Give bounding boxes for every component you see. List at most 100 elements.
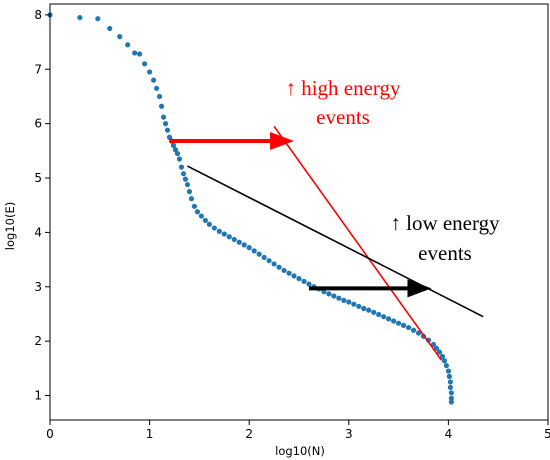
data-point <box>433 345 440 351</box>
data-point <box>176 156 183 162</box>
y-tick-label: 1 <box>34 389 42 403</box>
data-point <box>182 176 189 182</box>
data-point <box>170 142 177 148</box>
y-axis-ticks: 1 2 3 4 5 6 7 8 <box>34 8 50 403</box>
data-point <box>376 311 382 318</box>
data-point <box>361 305 367 312</box>
data-point <box>186 189 193 195</box>
data-point <box>381 314 387 320</box>
data-point <box>439 353 446 359</box>
data-point <box>184 181 191 188</box>
data-point <box>164 127 171 133</box>
data-point <box>241 242 247 248</box>
data-point <box>346 299 352 305</box>
data-point <box>160 114 167 120</box>
data-point <box>405 324 412 331</box>
data-point <box>306 281 312 287</box>
data-point <box>430 341 437 348</box>
y-tick-label: 6 <box>34 117 42 131</box>
data-point <box>150 77 157 83</box>
annotation-high-energy: ↑ high energy <box>285 76 401 100</box>
data-point <box>448 399 454 405</box>
data-point <box>448 395 454 401</box>
data-point <box>246 245 252 251</box>
data-point <box>117 34 123 40</box>
data-point <box>410 327 417 333</box>
data-point <box>211 225 217 231</box>
y-tick-label: 7 <box>34 62 42 76</box>
data-point <box>286 270 292 276</box>
x-tick-label: 0 <box>46 427 54 441</box>
data-point <box>194 209 201 215</box>
data-point <box>231 236 237 243</box>
data-point <box>366 307 372 313</box>
data-point <box>216 228 222 234</box>
data-point <box>448 390 454 396</box>
data-point <box>400 322 407 328</box>
data-point <box>266 258 272 264</box>
data-point <box>443 363 450 369</box>
data-point <box>436 349 443 355</box>
data-point <box>356 303 362 309</box>
data-point <box>198 213 204 219</box>
data-point <box>326 291 332 297</box>
x-axis-ticks: 0 1 2 3 4 5 <box>46 420 550 441</box>
data-point <box>371 309 377 315</box>
red-fit-line <box>273 125 443 361</box>
overlay-lines <box>169 125 484 361</box>
data-point <box>153 85 160 91</box>
y-tick-label: 3 <box>34 280 42 294</box>
data-point <box>166 134 173 140</box>
data-point <box>396 320 402 326</box>
data-point <box>226 234 232 240</box>
y-tick-label: 2 <box>34 334 42 348</box>
data-point <box>125 42 131 48</box>
x-axis-label: log10(N) <box>275 444 325 458</box>
data-point <box>391 318 397 324</box>
data-point <box>107 25 113 32</box>
data-point <box>296 276 302 282</box>
data-point <box>336 295 342 301</box>
y-tick-label: 8 <box>34 8 42 22</box>
plot-frame <box>49 3 549 421</box>
data-point <box>351 301 357 307</box>
data-point <box>256 251 262 257</box>
data-point <box>191 203 198 209</box>
data-point <box>415 330 422 336</box>
x-tick-label: 3 <box>345 427 353 441</box>
data-point <box>236 239 242 245</box>
data-point <box>276 264 282 270</box>
x-tick-label: 1 <box>146 427 154 441</box>
data-point <box>301 278 307 284</box>
data-point <box>447 379 453 385</box>
red-arrow-head <box>270 132 295 151</box>
data-point <box>137 51 143 57</box>
data-point <box>158 103 165 109</box>
data-point <box>156 93 163 100</box>
data-point <box>77 14 83 21</box>
data-point <box>331 293 337 299</box>
y-tick-label: 5 <box>34 171 42 185</box>
data-point <box>445 368 451 374</box>
data-point <box>95 16 101 22</box>
data-point <box>291 273 297 279</box>
data-point <box>180 171 187 177</box>
data-point <box>261 254 267 261</box>
x-tick-label: 4 <box>445 427 453 441</box>
x-tick-label: 2 <box>245 427 253 441</box>
data-point <box>188 196 195 202</box>
data-point <box>251 248 257 254</box>
data-point <box>147 69 153 75</box>
data-point <box>281 267 287 274</box>
data-point <box>341 297 347 303</box>
annotation-low-energy-events: events <box>418 241 472 265</box>
data-point <box>206 221 212 227</box>
annotation-high-energy-events: events <box>316 105 370 129</box>
data-point <box>162 121 169 127</box>
data-point <box>202 217 208 224</box>
data-point <box>386 316 392 322</box>
data-points <box>47 12 454 405</box>
data-point <box>142 61 148 67</box>
data-point <box>132 50 138 56</box>
